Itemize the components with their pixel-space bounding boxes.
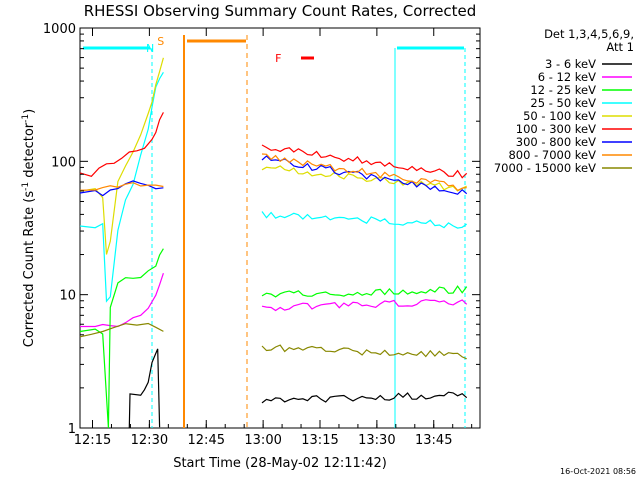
series-line-later-6 xyxy=(261,155,468,195)
y-axis: 1 10 100 1000 xyxy=(43,22,480,437)
y-tick-label-0: 1 xyxy=(68,422,76,437)
overlay-markers xyxy=(83,35,466,428)
series-line-0 xyxy=(128,348,161,429)
x-axis: 12:15 12:30 12:45 13:00 13:15 13:30 13:45 xyxy=(74,28,473,448)
legend-label-4: 50 - 100 keV xyxy=(523,109,596,123)
annotation-s: S xyxy=(157,35,164,48)
annotations: NS F xyxy=(146,35,281,65)
legend-label-6: 300 - 800 keV xyxy=(516,135,596,149)
x-tick-label-1: 12:30 xyxy=(131,433,168,448)
x-tick-label-6: 13:45 xyxy=(415,433,452,448)
chart-title: RHESSI Observing Summary Count Rates, Co… xyxy=(84,2,477,20)
y-axis-label-sup1: -1 xyxy=(21,182,31,191)
y-axis-label-sup2: -1 xyxy=(21,114,31,123)
x-tick-label-0: 12:15 xyxy=(74,433,111,448)
legend-header-line2: Att 1 xyxy=(606,40,634,54)
legend-label-0: 3 - 6 keV xyxy=(545,57,596,71)
legend-label-7: 800 - 7000 keV xyxy=(508,148,596,162)
y-axis-label: Corrected Count Rate (s-1 detector-1) xyxy=(21,109,37,347)
y-axis-label-mid: detector xyxy=(22,122,37,182)
series-line-4 xyxy=(79,57,164,255)
x-axis-label: Start Time (28-May-02 12:11:42) xyxy=(173,456,387,471)
legend-label-8: 7000 - 15000 keV xyxy=(494,161,596,175)
annotation-n: N xyxy=(146,42,154,55)
y-tick-label-1: 10 xyxy=(59,289,76,304)
series-line-8 xyxy=(79,322,164,338)
legend-label-2: 12 - 25 keV xyxy=(530,83,596,97)
legend-label-3: 25 - 50 keV xyxy=(530,96,596,110)
series-line-later-2 xyxy=(261,285,468,298)
y-axis-label-end: ) xyxy=(22,109,37,114)
plot-frame xyxy=(79,27,481,429)
series-lines xyxy=(79,57,468,429)
series-line-5 xyxy=(79,112,164,177)
legend-label-1: 6 - 12 keV xyxy=(538,70,596,84)
legend-header-line1: Det 1,3,4,5,6,9, xyxy=(544,27,634,41)
y-tick-label-3: 1000 xyxy=(43,22,76,37)
series-line-later-8 xyxy=(261,344,467,360)
series-line-7 xyxy=(79,182,164,191)
series-line-later-3 xyxy=(261,211,468,229)
series-line-later-1 xyxy=(261,299,468,312)
legend-label-5: 100 - 300 keV xyxy=(516,122,596,136)
y-axis-label-main: Corrected Count Rate (s xyxy=(22,191,37,348)
x-tick-label-5: 13:30 xyxy=(358,433,395,448)
annotation-f: F xyxy=(275,52,281,65)
series-line-later-4 xyxy=(261,165,467,192)
y-tick-label-2: 100 xyxy=(51,155,76,170)
x-tick-label-3: 13:00 xyxy=(244,433,281,448)
footer-timestamp: 16-Oct-2021 08:56 xyxy=(560,467,636,476)
series-line-6 xyxy=(79,180,164,197)
x-tick-label-2: 12:45 xyxy=(188,433,225,448)
series-line-3 xyxy=(79,71,164,303)
series-line-later-5 xyxy=(261,144,468,179)
series-line-1 xyxy=(80,273,164,328)
x-tick-label-4: 13:15 xyxy=(301,433,338,448)
series-line-later-0 xyxy=(261,391,468,404)
series-line-2 xyxy=(79,248,164,429)
series-line-later-7 xyxy=(261,153,467,192)
